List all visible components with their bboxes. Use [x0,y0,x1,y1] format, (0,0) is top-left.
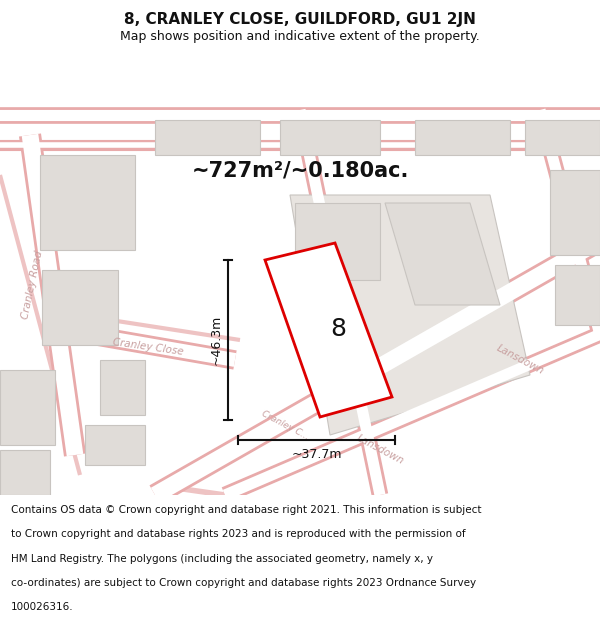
Text: Cranley Close: Cranley Close [112,337,184,357]
Polygon shape [0,450,50,495]
Polygon shape [295,203,380,280]
Text: Map shows position and indicative extent of the property.: Map shows position and indicative extent… [120,30,480,43]
Polygon shape [42,270,118,345]
Text: ~727m²/~0.180ac.: ~727m²/~0.180ac. [191,160,409,180]
Polygon shape [85,425,145,465]
Polygon shape [385,203,500,305]
Text: Lansdown: Lansdown [494,343,545,377]
Polygon shape [265,243,392,417]
Text: Lansdown: Lansdown [355,433,406,467]
Polygon shape [550,170,600,255]
Text: Cranley C...: Cranley C... [260,409,310,441]
Polygon shape [555,265,600,325]
Text: Cranley Road: Cranley Road [20,250,44,320]
Text: 100026316.: 100026316. [11,602,73,612]
Text: 8, CRANLEY CLOSE, GUILDFORD, GU1 2JN: 8, CRANLEY CLOSE, GUILDFORD, GU1 2JN [124,12,476,27]
Text: co-ordinates) are subject to Crown copyright and database rights 2023 Ordnance S: co-ordinates) are subject to Crown copyr… [11,578,476,587]
Polygon shape [290,195,530,435]
Polygon shape [100,360,145,415]
Polygon shape [415,120,510,155]
Polygon shape [0,370,55,445]
Text: HM Land Registry. The polygons (including the associated geometry, namely x, y: HM Land Registry. The polygons (includin… [11,554,433,564]
Text: Contains OS data © Crown copyright and database right 2021. This information is : Contains OS data © Crown copyright and d… [11,506,481,516]
Text: ~37.7m: ~37.7m [291,448,342,461]
Polygon shape [40,155,135,250]
Polygon shape [280,120,380,155]
Polygon shape [525,120,600,155]
Polygon shape [155,120,260,155]
Text: to Crown copyright and database rights 2023 and is reproduced with the permissio: to Crown copyright and database rights 2… [11,529,466,539]
Text: 8: 8 [330,318,346,341]
Text: ~46.3m: ~46.3m [209,315,223,365]
